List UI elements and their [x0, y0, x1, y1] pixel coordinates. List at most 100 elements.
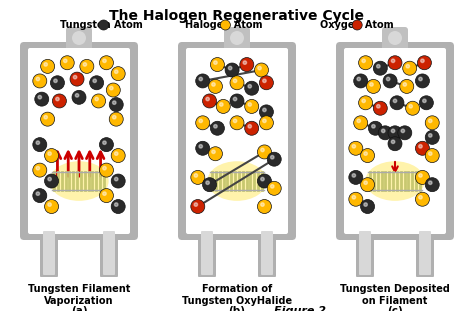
- Circle shape: [357, 119, 361, 123]
- Circle shape: [230, 76, 244, 90]
- Circle shape: [191, 200, 205, 214]
- Circle shape: [212, 83, 215, 86]
- Circle shape: [403, 61, 417, 75]
- Circle shape: [349, 170, 363, 184]
- Circle shape: [374, 101, 387, 115]
- Circle shape: [376, 104, 380, 108]
- Circle shape: [406, 64, 410, 68]
- Circle shape: [196, 116, 210, 130]
- Circle shape: [401, 129, 405, 132]
- Circle shape: [206, 181, 210, 184]
- Circle shape: [233, 97, 237, 101]
- Circle shape: [103, 59, 106, 63]
- Circle shape: [209, 79, 222, 93]
- Circle shape: [202, 94, 217, 108]
- Circle shape: [419, 77, 422, 81]
- Circle shape: [111, 67, 125, 81]
- Circle shape: [364, 181, 367, 184]
- Circle shape: [378, 126, 392, 140]
- Circle shape: [263, 79, 266, 82]
- Circle shape: [70, 72, 84, 86]
- Circle shape: [248, 124, 252, 128]
- Circle shape: [386, 77, 390, 81]
- Circle shape: [199, 77, 202, 81]
- Circle shape: [425, 149, 439, 163]
- Circle shape: [425, 178, 439, 192]
- FancyBboxPatch shape: [336, 42, 454, 240]
- Circle shape: [428, 134, 432, 137]
- Circle shape: [75, 94, 79, 97]
- Circle shape: [48, 203, 51, 206]
- Circle shape: [349, 141, 363, 155]
- Circle shape: [212, 150, 215, 154]
- Circle shape: [99, 20, 109, 30]
- Circle shape: [255, 63, 268, 77]
- Circle shape: [194, 203, 198, 206]
- Circle shape: [263, 108, 266, 112]
- Circle shape: [243, 61, 246, 64]
- Circle shape: [419, 196, 422, 199]
- Circle shape: [191, 170, 205, 184]
- Circle shape: [196, 74, 210, 88]
- Circle shape: [406, 101, 419, 115]
- FancyBboxPatch shape: [20, 42, 138, 240]
- Circle shape: [50, 76, 64, 90]
- Circle shape: [418, 56, 431, 70]
- FancyBboxPatch shape: [344, 48, 446, 234]
- Circle shape: [349, 192, 363, 206]
- FancyBboxPatch shape: [28, 48, 130, 234]
- Circle shape: [267, 181, 281, 195]
- Circle shape: [248, 103, 252, 106]
- Circle shape: [35, 92, 49, 106]
- Circle shape: [261, 177, 264, 181]
- Circle shape: [383, 74, 397, 88]
- Circle shape: [423, 99, 426, 103]
- Circle shape: [36, 166, 40, 170]
- Circle shape: [257, 174, 272, 188]
- Circle shape: [245, 100, 259, 114]
- Circle shape: [428, 119, 432, 123]
- Circle shape: [233, 79, 237, 82]
- FancyBboxPatch shape: [261, 231, 273, 275]
- Circle shape: [361, 149, 374, 163]
- Circle shape: [428, 152, 432, 156]
- Circle shape: [194, 174, 198, 177]
- Circle shape: [220, 20, 230, 30]
- Circle shape: [240, 58, 254, 72]
- Circle shape: [199, 145, 202, 148]
- FancyBboxPatch shape: [419, 231, 431, 275]
- Circle shape: [73, 75, 77, 79]
- FancyBboxPatch shape: [100, 230, 118, 277]
- Circle shape: [366, 79, 381, 93]
- Circle shape: [100, 188, 113, 202]
- FancyBboxPatch shape: [198, 230, 216, 277]
- Circle shape: [259, 116, 273, 130]
- Circle shape: [392, 140, 395, 143]
- Circle shape: [245, 121, 259, 135]
- Circle shape: [33, 188, 47, 202]
- Ellipse shape: [49, 161, 109, 201]
- Circle shape: [202, 178, 217, 192]
- Circle shape: [112, 115, 116, 119]
- Circle shape: [257, 200, 272, 214]
- Circle shape: [368, 121, 383, 135]
- FancyBboxPatch shape: [178, 42, 296, 240]
- Circle shape: [415, 192, 429, 206]
- Circle shape: [259, 76, 273, 90]
- Circle shape: [271, 156, 274, 159]
- Circle shape: [225, 63, 239, 77]
- Circle shape: [259, 105, 273, 119]
- Circle shape: [362, 59, 365, 63]
- FancyBboxPatch shape: [40, 230, 58, 277]
- Text: Oxygen Atom: Oxygen Atom: [320, 20, 393, 30]
- Circle shape: [44, 115, 47, 119]
- Circle shape: [38, 95, 42, 99]
- Text: Tungsten Atom: Tungsten Atom: [60, 20, 143, 30]
- Circle shape: [372, 124, 375, 128]
- Circle shape: [48, 152, 51, 156]
- Circle shape: [91, 94, 106, 108]
- Circle shape: [103, 141, 106, 144]
- Text: Tungsten Deposited
on Filament: Tungsten Deposited on Filament: [340, 284, 450, 306]
- Circle shape: [115, 70, 118, 73]
- Circle shape: [106, 83, 120, 97]
